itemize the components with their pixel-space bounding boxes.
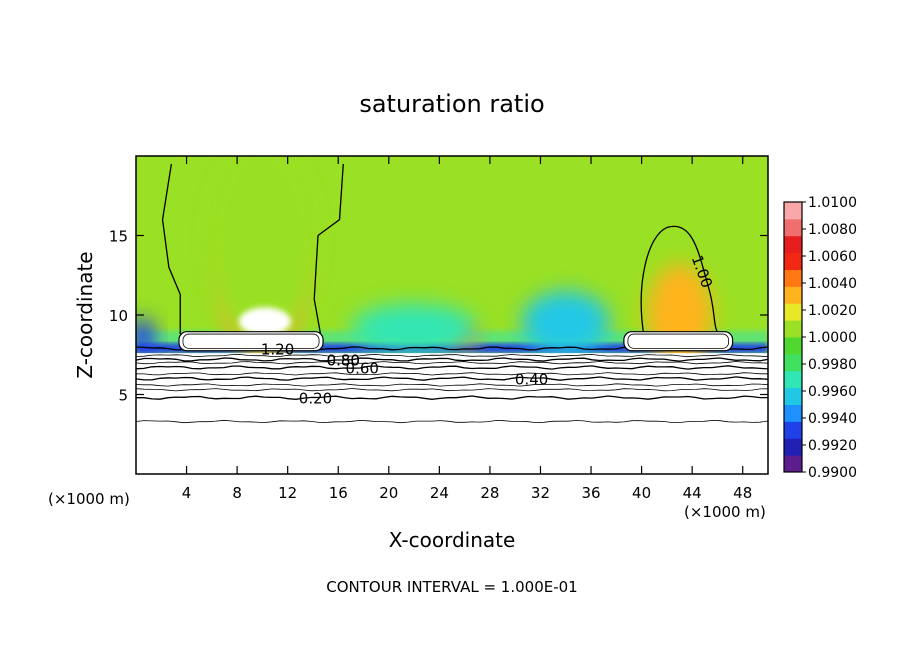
y-tick-label: 10 — [109, 307, 128, 325]
x-tick-label: 48 — [733, 484, 752, 502]
contour-line — [640, 225, 722, 338]
x-unit-left: (×1000 m) — [48, 490, 130, 508]
colorbar-swatch — [784, 252, 802, 270]
contour-line — [161, 163, 344, 335]
field-blob — [205, 156, 320, 347]
x-tick-label: 44 — [683, 484, 702, 502]
x-axis: 4 8 12 16 20 24 28 32 36 40 44 48 — [182, 156, 752, 502]
contour-line — [136, 395, 768, 400]
x-tick-label: 16 — [329, 484, 348, 502]
colorbar-tick-label: 1.0080 — [808, 222, 857, 238]
cloud-outline — [178, 331, 324, 352]
colorbar-swatch — [784, 438, 802, 456]
colorbar-swatch — [784, 286, 802, 304]
cloud-outline — [182, 333, 320, 349]
colorbar-swatch — [784, 387, 802, 405]
colorbar-tick-label: 1.0000 — [808, 330, 857, 346]
colorbar: 1.0100 1.0080 1.0060 1.0040 1.0020 1.0000 0.99… — [783, 195, 857, 481]
contour-line — [136, 353, 768, 358]
y-axis: 5 10 15 — [109, 228, 768, 405]
contour-label: 0.80 — [327, 352, 360, 370]
colorbar-tick-label: 0.9980 — [808, 357, 857, 373]
colorbar-tick-label: 1.0020 — [808, 303, 857, 319]
colorbar-swatch — [784, 455, 802, 473]
contour-line — [136, 357, 768, 362]
contour-line — [136, 383, 768, 387]
colorbar-swatch — [784, 269, 802, 287]
colorbar-tick-label: 0.9940 — [808, 411, 857, 427]
field-lower — [136, 353, 768, 474]
colorbar-swatch — [784, 353, 802, 372]
colorbar-swatch — [784, 202, 802, 220]
field-blob — [136, 318, 155, 357]
x-tick-label: 36 — [581, 484, 600, 502]
contour-label: 0.20 — [299, 390, 332, 408]
colorbar-tick-label: 0.9920 — [808, 438, 857, 454]
field-peak — [238, 307, 291, 336]
contour-line — [136, 419, 768, 424]
cloud-outline — [623, 331, 734, 352]
saturation-field — [136, 156, 768, 474]
contour-label: 1.20 — [261, 340, 294, 358]
contour-label: 0.80 — [327, 352, 360, 370]
contour-line — [136, 388, 768, 392]
x-tick-label: 20 — [379, 484, 398, 502]
field-blob — [521, 291, 610, 355]
chart-title: saturation ratio — [359, 90, 544, 118]
y-tick-label: 5 — [118, 387, 128, 405]
colorbar-swatch — [784, 337, 802, 355]
y-tick-label: 15 — [109, 228, 128, 246]
x-tick-label: 4 — [182, 484, 192, 502]
x-tick-label: 32 — [531, 484, 550, 502]
contour-label: 0.60 — [346, 359, 379, 377]
contour-line — [136, 365, 768, 370]
x-tick-label: 8 — [232, 484, 242, 502]
contour-label: 0.40 — [515, 371, 548, 389]
contour-line — [136, 372, 768, 376]
colorbar-swatch — [784, 235, 802, 254]
contour-interval-note: CONTOUR INTERVAL = 1.000E-01 — [326, 578, 577, 596]
cloud-outline — [627, 333, 730, 349]
contour-line — [136, 361, 768, 365]
colorbar-tick-label: 0.9960 — [808, 384, 857, 400]
colorbar-swatch — [784, 303, 802, 321]
plot-area: 0.200.400.600.801.201.000.801.20 — [135, 155, 769, 475]
colorbar-swatch — [784, 370, 802, 389]
colorbar-swatch — [784, 421, 802, 439]
colorbar-swatch — [784, 404, 802, 422]
x-unit-right: (×1000 m) — [684, 503, 766, 521]
x-axis-label: X-coordinate — [389, 528, 516, 552]
x-tick-label: 40 — [632, 484, 651, 502]
x-tick-label: 28 — [480, 484, 499, 502]
contour-line — [136, 376, 768, 381]
colorbar-swatch — [784, 218, 802, 237]
colorbar-tick-label: 1.0100 — [808, 195, 857, 211]
colorbar-tick-label: 1.0040 — [808, 276, 857, 292]
colorbar-tick-label: 1.0060 — [808, 249, 857, 265]
contour-lines: 0.200.400.600.801.201.000.801.20 — [136, 163, 768, 424]
x-tick-label: 12 — [278, 484, 297, 502]
y-axis-label: Z-coordinate — [73, 251, 97, 378]
x-tick-label: 24 — [430, 484, 449, 502]
colorbar-swatch — [784, 320, 802, 338]
field-band — [136, 343, 768, 354]
colorbar-tick-label: 0.9900 — [808, 465, 857, 481]
field-blob — [350, 303, 478, 352]
